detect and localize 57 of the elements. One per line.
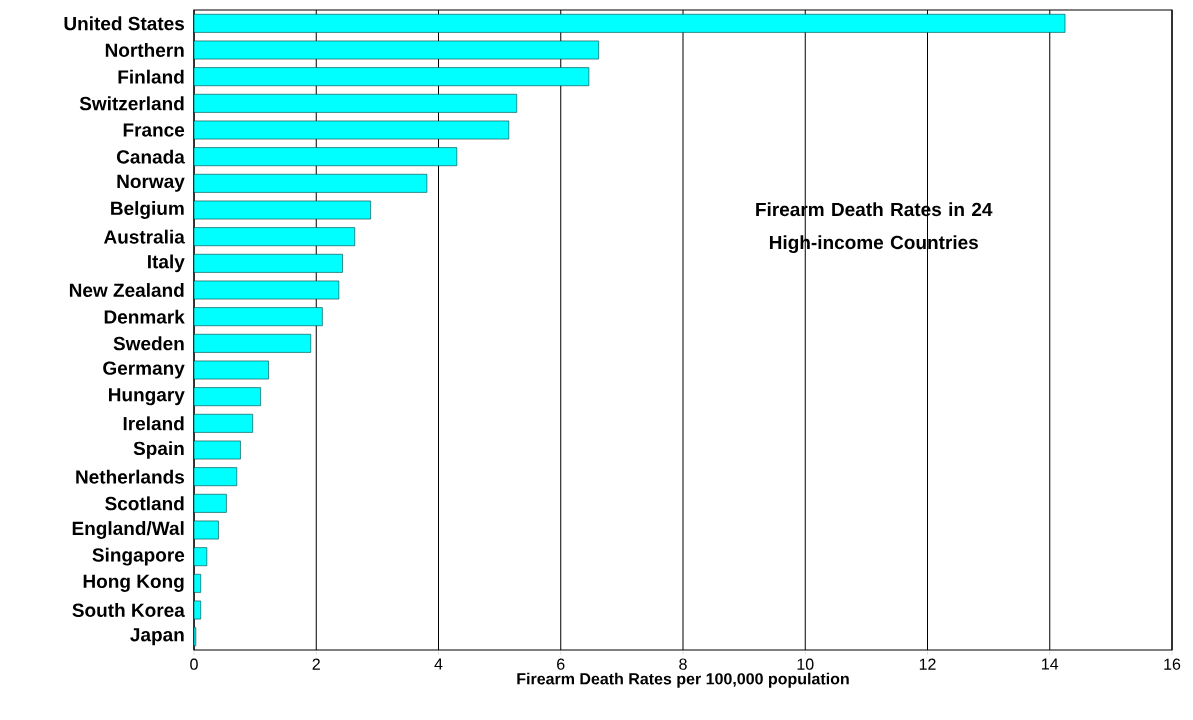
y-tick-label: Norway	[117, 174, 185, 192]
y-tick-label: Belgium	[111, 201, 184, 219]
y-tick-label: Spain	[133, 441, 184, 459]
y-tick-label: Finland	[118, 69, 184, 84]
x-tick-label: 0	[190, 658, 198, 670]
y-tick-label: Switzerland	[79, 96, 184, 111]
y-tick-label: Hong Kong	[83, 574, 184, 592]
y-tick-label: Ireland	[123, 416, 184, 431]
bar	[193, 467, 238, 487]
x-tick-label: 8	[679, 658, 687, 670]
bar	[193, 227, 356, 247]
y-tick-label: Scotland	[105, 496, 184, 511]
y-tick-label: Australia	[103, 229, 185, 244]
y-tick-label: Sweden	[113, 336, 184, 351]
y-tick-label: Hungary	[109, 388, 185, 406]
bar	[193, 67, 590, 87]
bar	[193, 520, 219, 540]
y-tick-label: Germany	[103, 361, 185, 379]
bar	[193, 440, 241, 460]
bar	[193, 200, 371, 220]
bar	[193, 120, 510, 140]
y-tick-label: United States	[64, 16, 184, 31]
bar	[193, 280, 340, 300]
y-tick-label: Singapore	[92, 547, 185, 566]
x-tick-label: 6	[557, 658, 565, 670]
y-tick-label: Northern	[105, 43, 184, 57]
y-tick-label: Japan	[130, 628, 184, 646]
bar	[193, 93, 518, 113]
y-tick-label: New Zealand	[69, 283, 184, 297]
bar	[193, 253, 343, 273]
bar	[193, 173, 428, 193]
bar	[193, 13, 1066, 33]
y-tick-label: France	[123, 123, 185, 137]
x-tick-label: 10	[797, 658, 814, 670]
bar	[193, 547, 208, 567]
x-tick-label: 16	[1164, 658, 1181, 670]
bar	[193, 573, 202, 593]
bar	[193, 40, 599, 60]
y-tick-label: South Korea	[72, 603, 185, 617]
bar	[193, 360, 269, 380]
bar	[193, 413, 253, 433]
bar	[193, 307, 323, 327]
bar	[193, 387, 261, 407]
x-tick-label: 2	[312, 658, 320, 670]
x-axis-title: Firearm Death Rates per 100,000 population	[517, 672, 849, 688]
bar	[193, 493, 227, 513]
y-tick-label: Canada	[116, 149, 185, 164]
x-tick-label: 14	[1042, 658, 1059, 670]
bar	[193, 147, 458, 167]
x-tick-label: 4	[434, 658, 443, 670]
bar	[193, 600, 202, 620]
y-tick-label: England/Wal	[72, 521, 184, 539]
x-tick-label: 12	[919, 658, 936, 670]
y-tick-label: Italy	[148, 254, 185, 273]
bar	[193, 333, 312, 353]
y-tick-label: Denmark	[104, 309, 185, 324]
y-tick-label: Netherlands	[76, 469, 185, 484]
